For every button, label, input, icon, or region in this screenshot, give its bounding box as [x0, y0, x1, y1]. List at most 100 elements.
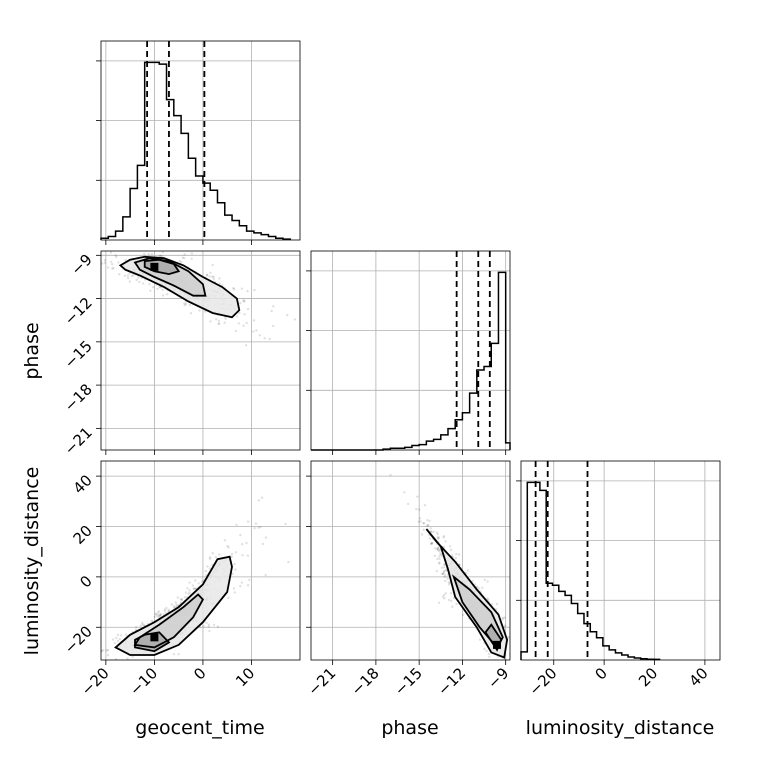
- scatter-point: [443, 569, 446, 572]
- scatter-point: [63, 667, 65, 669]
- scatter-point: [501, 618, 504, 621]
- scatter-point: [454, 556, 457, 560]
- scatter-point: [447, 581, 450, 584]
- scatter-point: [403, 491, 406, 494]
- scatter-point: [184, 302, 188, 306]
- scatter-point: [445, 569, 448, 572]
- scatter-point: [466, 569, 469, 572]
- scatter-point: [141, 623, 144, 626]
- scatter-point: [439, 552, 442, 555]
- scatter-point: [223, 321, 226, 324]
- scatter-point: [450, 554, 454, 557]
- scatter-point: [447, 583, 451, 586]
- scatter-point: [204, 310, 207, 313]
- scatter-point: [526, 656, 528, 658]
- scatter-point: [486, 598, 490, 601]
- scatter-point: [415, 507, 418, 511]
- scatter-point: [98, 660, 100, 662]
- scatter-point: [116, 639, 120, 643]
- tick-label-x-phase-4: −9: [484, 664, 512, 692]
- scatter-point: [126, 657, 129, 660]
- scatter-point: [264, 536, 268, 539]
- scatter-point: [183, 303, 186, 307]
- scatter-point: [239, 585, 242, 588]
- scatter-point: [422, 522, 425, 525]
- scatter-point: [488, 655, 491, 658]
- scatter-point: [475, 585, 479, 589]
- scatter-point: [431, 541, 434, 545]
- scatter-point: [159, 286, 162, 289]
- tick-label-x-phase-0: −21: [304, 664, 339, 699]
- scatter-point: [443, 563, 446, 567]
- scatter-point: [449, 548, 453, 552]
- scatter-point: [422, 528, 425, 531]
- scatter-point: [440, 554, 443, 558]
- scatter-point: [164, 611, 167, 615]
- scatter-point: [486, 580, 489, 583]
- scatter-point: [106, 266, 110, 269]
- scatter-point: [458, 553, 461, 556]
- scatter-point: [389, 473, 392, 477]
- grid-panel: [101, 461, 300, 660]
- scatter-point: [426, 523, 430, 527]
- x-axis-title-geocent-time: geocent_time: [135, 717, 264, 739]
- scatter-point: [174, 601, 177, 604]
- scatter-point: [443, 563, 446, 566]
- scatter-point: [190, 252, 194, 255]
- scatter-point: [116, 664, 118, 666]
- scatter-point: [131, 655, 134, 658]
- scatter-point: [135, 625, 138, 629]
- scatter-point: [243, 300, 246, 303]
- scatter-point: [188, 589, 191, 592]
- scatter-point: [426, 518, 429, 522]
- tick-label-y-phase-2: −15: [61, 337, 96, 372]
- scatter-point: [69, 251, 71, 253]
- scatter-point: [437, 548, 440, 552]
- hist-panel-luminosity-distance: [520, 460, 721, 661]
- scatter-point: [103, 259, 107, 262]
- scatter-point: [438, 555, 441, 558]
- scatter-point: [198, 309, 201, 312]
- scatter-point: [241, 554, 244, 557]
- scatter-point: [443, 574, 447, 577]
- scatter-point: [272, 305, 275, 308]
- scatter-point: [147, 253, 150, 256]
- scatter-point: [197, 582, 200, 585]
- contour-level-1: [133, 593, 205, 649]
- scatter-point: [495, 608, 498, 611]
- scatter-point: [206, 273, 209, 277]
- scatter-point: [140, 227, 142, 229]
- scatter-point: [446, 577, 449, 580]
- scatter-point: [434, 547, 437, 550]
- scatter-point: [417, 520, 420, 523]
- scatter-point: [185, 243, 187, 245]
- scatter-point: [223, 539, 227, 542]
- density-peak: [150, 262, 159, 271]
- scatter-point: [113, 641, 117, 645]
- scatter-point: [103, 261, 107, 264]
- scatter-point: [188, 591, 191, 594]
- panel-content: [63, 496, 290, 677]
- scatter-point: [191, 584, 194, 587]
- scatter-point: [141, 621, 144, 625]
- scatter-point: [212, 623, 216, 627]
- scatter-point: [284, 522, 287, 526]
- scatter-point: [188, 303, 192, 307]
- scatter-point: [160, 255, 164, 258]
- histogram-luminosity-distance: [520, 481, 661, 661]
- scatter-point: [272, 324, 275, 328]
- scatter-point: [163, 608, 167, 611]
- scatter-point: [157, 613, 160, 616]
- scatter-point: [124, 258, 127, 262]
- scatter-point: [161, 294, 165, 297]
- scatter-point: [172, 652, 176, 656]
- scatter-point: [180, 675, 182, 677]
- scatter-point: [444, 540, 447, 543]
- scatter-point: [82, 243, 84, 245]
- x-axis-title-luminosity-distance: luminosity_distance: [526, 717, 715, 739]
- scatter-point: [440, 566, 444, 569]
- tick-label-x-phase-3: −12: [434, 664, 469, 699]
- scatter-point: [523, 695, 525, 697]
- scatter-point: [513, 680, 515, 682]
- tick-label-y-luminosity-distance-1: 0: [76, 572, 95, 591]
